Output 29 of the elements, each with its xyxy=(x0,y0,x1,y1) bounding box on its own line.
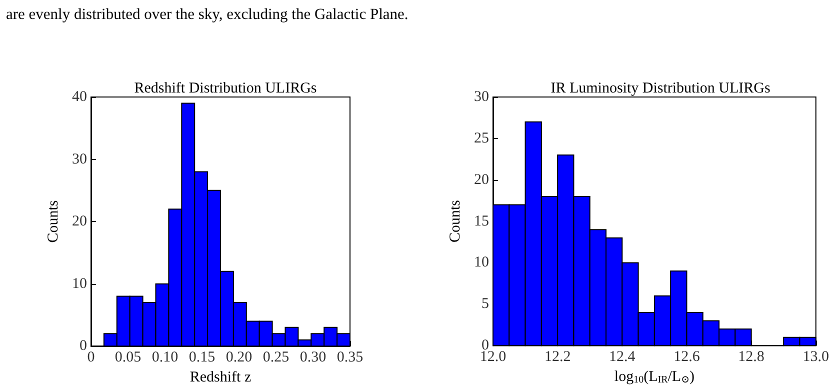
x-tick-label: 12.8 xyxy=(738,349,764,366)
y-tick-label: 10 xyxy=(72,276,87,292)
text: are evenly distributed over the sky, excluding the Galactic Plane. xyxy=(6,6,408,24)
y-tick-label: 20 xyxy=(474,172,489,188)
x-tick-label: 0.05 xyxy=(114,350,142,366)
y-tick-label: 25 xyxy=(474,130,489,146)
y-axis-title: Counts xyxy=(46,200,62,243)
chart-title: Redshift Distribution ULIRGs xyxy=(134,80,317,96)
x-tick-label: 0.20 xyxy=(226,350,252,366)
y-tick-label: 0 xyxy=(80,338,87,354)
y-tick-label: 5 xyxy=(482,296,489,312)
x-tick-label: 0.25 xyxy=(262,350,290,366)
x-tick-label: 13.0 xyxy=(802,349,829,366)
x-tick-label: 0.35 xyxy=(336,350,364,366)
chart-title: IR Luminosity Distribution ULIRGs xyxy=(550,80,770,96)
y-tick-label: 40 xyxy=(72,89,87,105)
x-tick-label: 12.4 xyxy=(609,349,636,366)
x-tick-label: 0.30 xyxy=(300,350,326,366)
x-tick-label: 0.15 xyxy=(188,350,216,366)
y-tick-label: 15 xyxy=(474,213,489,230)
y-tick-label: 30 xyxy=(72,151,87,168)
y-tick-label: 10 xyxy=(474,254,489,271)
y-axis-title: Counts xyxy=(448,200,464,243)
x-tick-label: 0.10 xyxy=(152,350,178,366)
x-tick-label: 12.2 xyxy=(544,349,571,366)
x-axis-title: Redshift z xyxy=(190,370,252,386)
y-tick-label: 20 xyxy=(72,214,87,230)
y-tick-label: 30 xyxy=(474,89,489,105)
x-tick-label: 12.6 xyxy=(674,349,700,366)
